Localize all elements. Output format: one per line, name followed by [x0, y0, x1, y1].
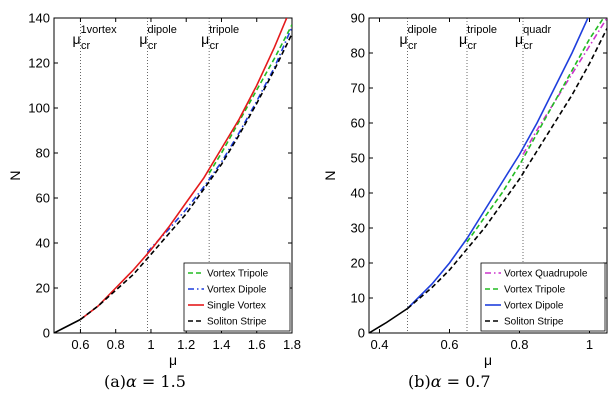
x-tick-label: 0.6	[71, 337, 89, 352]
series-line	[466, 18, 605, 243]
x-axis-label: μ	[169, 352, 177, 368]
y-tick-label: 20	[36, 281, 50, 296]
caption-a-label: (a)	[104, 372, 127, 391]
x-axis-label: μ	[484, 352, 492, 368]
plot-area-frame	[368, 17, 608, 334]
threshold-label: μquadr cr	[515, 24, 552, 52]
caption-b-equals: =	[441, 372, 466, 391]
y-tick-label: 100	[28, 101, 50, 116]
x-tick-label: 1.2	[177, 337, 195, 352]
series-line	[522, 18, 607, 155]
threshold-label: μdipole cr	[400, 24, 437, 52]
x-tick-label: 0.4	[370, 337, 388, 352]
threshold-label: μdipole cr	[139, 24, 176, 52]
series-line	[208, 24, 292, 174]
caption-b-symbol: α	[430, 372, 442, 391]
caption-b-label: (b)	[408, 372, 431, 391]
legend-box	[480, 262, 606, 332]
x-tick-label: 0.6	[440, 337, 458, 352]
y-tick-label: 60	[36, 191, 50, 206]
y-tick-label: 40	[36, 236, 50, 251]
y-axis-label: N	[322, 170, 338, 180]
legend-entry: Vortex Tripole	[207, 269, 269, 280]
legend-entry: Vortex Quadrupole	[504, 269, 588, 280]
caption-b-value: 0.7	[465, 372, 491, 391]
x-tick-label: 1	[586, 337, 593, 352]
y-tick-label: 90	[351, 11, 365, 26]
y-tick-label: 60	[351, 116, 365, 131]
y-tick-label: 0	[43, 326, 50, 341]
threshold-label: μtripole cr	[201, 24, 239, 52]
y-tick-label: 80	[351, 46, 365, 61]
caption-a-symbol: α	[126, 372, 137, 391]
y-tick-label: 50	[351, 151, 365, 166]
x-tick-label: 1.4	[212, 337, 230, 352]
legend-entry: Soliton Stripe	[207, 317, 267, 328]
legend-entry: Soliton Stripe	[504, 317, 564, 328]
plot-area-frame	[53, 17, 293, 334]
x-tick-label: 1.6	[248, 337, 266, 352]
legend-box	[183, 262, 291, 332]
legend-entry: Vortex Tripole	[504, 285, 566, 296]
x-tick-label: 0.8	[107, 337, 125, 352]
caption-a: (a)α = 1.5	[104, 372, 186, 391]
legend-entry: Vortex Dipole	[504, 301, 564, 312]
threshold-label: μtripole cr	[459, 24, 497, 52]
y-tick-label: 70	[351, 81, 365, 96]
caption-b: (b)α = 0.7	[408, 372, 491, 391]
y-tick-label: 0	[358, 326, 365, 341]
threshold-label: μ1vortex cr	[72, 24, 117, 52]
x-tick-label: 0.8	[510, 337, 528, 352]
series-line	[406, 28, 607, 310]
series-line	[54, 318, 81, 333]
y-tick-label: 30	[351, 221, 365, 236]
panel-b-chart: μdipole cr μtripole cr μquadr cr0.4 0.6 0.8 1010…	[322, 11, 608, 368]
x-tick-label: 1.8	[283, 337, 301, 352]
caption-a-value: 1.5	[160, 372, 186, 391]
y-tick-label: 20	[351, 256, 365, 271]
legend-entry: Vortex Dipole	[207, 285, 267, 296]
caption-a-equals: =	[136, 372, 161, 391]
series-line	[406, 18, 589, 310]
series-line	[79, 33, 292, 321]
y-tick-label: 10	[351, 291, 365, 306]
x-tick-label: 1	[147, 337, 154, 352]
y-tick-label: 120	[28, 56, 50, 71]
y-axis-label: N	[7, 170, 23, 180]
legend-entry: Single Vortex	[207, 301, 266, 312]
y-tick-label: 80	[36, 146, 50, 161]
y-tick-label: 40	[351, 186, 365, 201]
series-line	[79, 18, 288, 321]
y-tick-label: 140	[28, 11, 50, 26]
panel-a-chart: μ1vortex cr μdipole cr μtripole cr 0.6 0.8 1 1.2 1…	[7, 11, 301, 369]
series-line	[146, 26, 292, 253]
series-line	[369, 307, 408, 333]
